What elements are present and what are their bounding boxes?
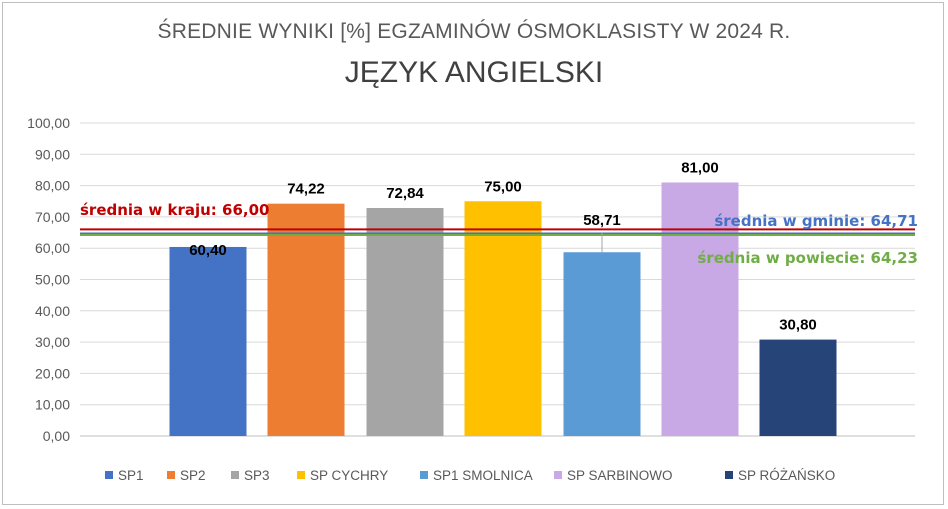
legend-label: SP1 <box>118 468 144 483</box>
legend-label: SP1 SMOLNICA <box>433 468 533 483</box>
reference-line-label: średnia w powiecie: 64,23 <box>697 249 918 267</box>
reference-line-label: średnia w gminie: 64,71 <box>714 212 918 230</box>
legend: SP1 SP2 SP3 SP CYCHRY SP1 SMOLNICA SP SARBINO… <box>105 468 835 483</box>
reference-line-label: średnia w kraju: 66,00 <box>80 201 269 219</box>
y-tick-label: 90,00 <box>35 146 70 162</box>
legend-swatch <box>725 471 733 479</box>
legend-label: SP SARBINOWO <box>567 468 673 483</box>
chart-title: ŚREDNIE WYNIKI [%] EGZAMINÓW ÓSMOKLASIST… <box>157 20 791 43</box>
chart-subtitle: JĘZYK ANGIELSKI <box>344 56 604 89</box>
bar <box>661 182 739 436</box>
legend-label: SP2 <box>180 468 206 483</box>
y-tick-label: 40,00 <box>35 303 70 319</box>
y-tick-label: 30,00 <box>35 334 70 350</box>
bars <box>169 182 837 436</box>
data-labels: średnia w kraju: 66,00 średnia w gminie: … <box>80 159 918 333</box>
data-label: 58,71 <box>583 212 621 229</box>
legend-label: SP CYCHRY <box>310 468 388 483</box>
legend-label: SP3 <box>244 468 270 483</box>
legend-swatch <box>231 471 239 479</box>
data-label: 75,00 <box>484 178 522 195</box>
y-tick-label: 50,00 <box>35 272 70 288</box>
y-tick-label: 100,00 <box>27 115 70 131</box>
legend-swatch <box>297 471 305 479</box>
y-tick-label: 70,00 <box>35 209 70 225</box>
reference-lines <box>80 228 915 236</box>
legend-swatch <box>554 471 562 479</box>
bar <box>759 339 837 436</box>
bar <box>464 201 542 436</box>
y-tick-label: 60,00 <box>35 240 70 256</box>
legend-swatch <box>167 471 175 479</box>
legend-label: SP RÓŻAŃSKO <box>738 468 835 483</box>
y-tick-label: 0,00 <box>43 428 70 444</box>
bar <box>366 208 444 436</box>
data-label: 74,22 <box>287 181 325 198</box>
bar <box>563 252 641 436</box>
legend-swatch <box>105 471 113 479</box>
y-tick-label: 10,00 <box>35 397 70 413</box>
bar <box>267 203 345 436</box>
y-axis: 0,00 10,00 20,00 30,00 40,00 50,00 60,00 70,00 8… <box>27 115 70 444</box>
legend-swatch <box>420 471 428 479</box>
data-label: 30,80 <box>779 317 817 334</box>
bar <box>169 246 247 436</box>
y-tick-label: 80,00 <box>35 178 70 194</box>
data-label: 72,84 <box>386 185 424 202</box>
data-label: 60,40 <box>189 242 227 259</box>
data-label: 81,00 <box>681 159 719 176</box>
y-tick-label: 20,00 <box>35 365 70 381</box>
